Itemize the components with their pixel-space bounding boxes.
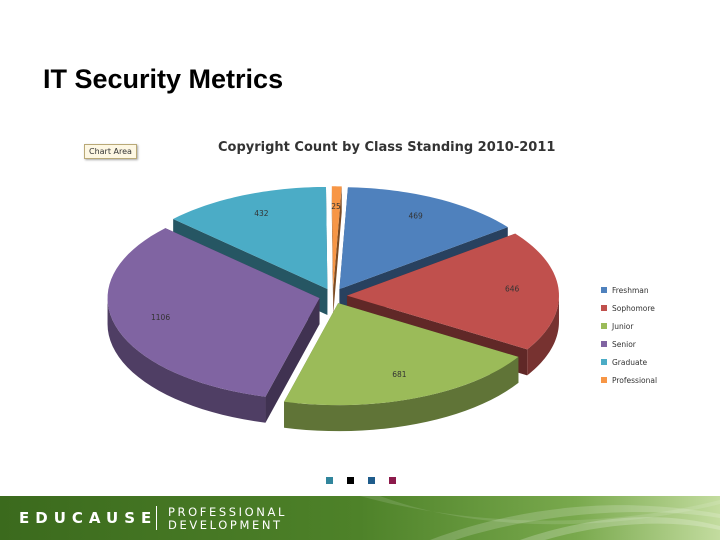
chart-area-tooltip: Chart Area	[84, 144, 137, 159]
slide-title: IT Security Metrics	[43, 64, 284, 94]
chart-title: Copyright Count by Class Standing 2010-2…	[218, 140, 556, 155]
slide-dot	[389, 477, 396, 484]
data-label-junior: 681	[392, 370, 407, 379]
legend-item-senior: Senior	[601, 335, 711, 353]
footer-banner: EDUCAUSE PROFESSIONAL DEVELOPMENT	[0, 496, 720, 540]
footer-swoosh-graphic	[360, 496, 720, 540]
legend-label: Sophomore	[612, 303, 655, 313]
legend-swatch	[601, 305, 607, 311]
legend-swatch	[601, 359, 607, 365]
educause-logo: EDUCAUSE	[19, 509, 158, 527]
legend-label: Junior	[612, 321, 634, 331]
legend-item-junior: Junior	[601, 317, 711, 335]
footer-subtitle-line1: PROFESSIONAL	[168, 505, 287, 519]
footer-subtitle-line2: DEVELOPMENT	[168, 518, 283, 532]
legend-label: Senior	[612, 339, 636, 349]
pie-slice-junior	[284, 303, 519, 432]
slide-dot	[326, 477, 333, 484]
legend-item-freshman: Freshman	[601, 281, 711, 299]
chart-legend: Freshman Sophomore Junior Senior Graduate Pro…	[601, 281, 711, 389]
data-label-sophomore: 646	[505, 285, 520, 294]
slide-dot	[368, 477, 375, 484]
legend-swatch	[601, 341, 607, 347]
legend-item-professional: Professional	[601, 371, 711, 389]
pie-slice-professional	[331, 186, 342, 315]
legend-label: Freshman	[612, 285, 649, 295]
legend-swatch	[601, 377, 607, 383]
legend-label: Graduate	[612, 357, 648, 367]
pie-slice-senior	[107, 228, 320, 423]
footer-divider	[156, 506, 157, 530]
data-label-freshman: 469	[408, 212, 423, 221]
data-label-professional: 25	[331, 202, 341, 211]
data-label-senior: 1106	[151, 313, 170, 322]
slide-navigation-dots	[326, 477, 396, 484]
slide-dot	[347, 477, 354, 484]
legend-item-graduate: Graduate	[601, 353, 711, 371]
legend-swatch	[601, 287, 607, 293]
legend-swatch	[601, 323, 607, 329]
data-label-graduate: 432	[254, 209, 269, 218]
legend-item-sophomore: Sophomore	[601, 299, 711, 317]
legend-label: Professional	[612, 375, 658, 385]
